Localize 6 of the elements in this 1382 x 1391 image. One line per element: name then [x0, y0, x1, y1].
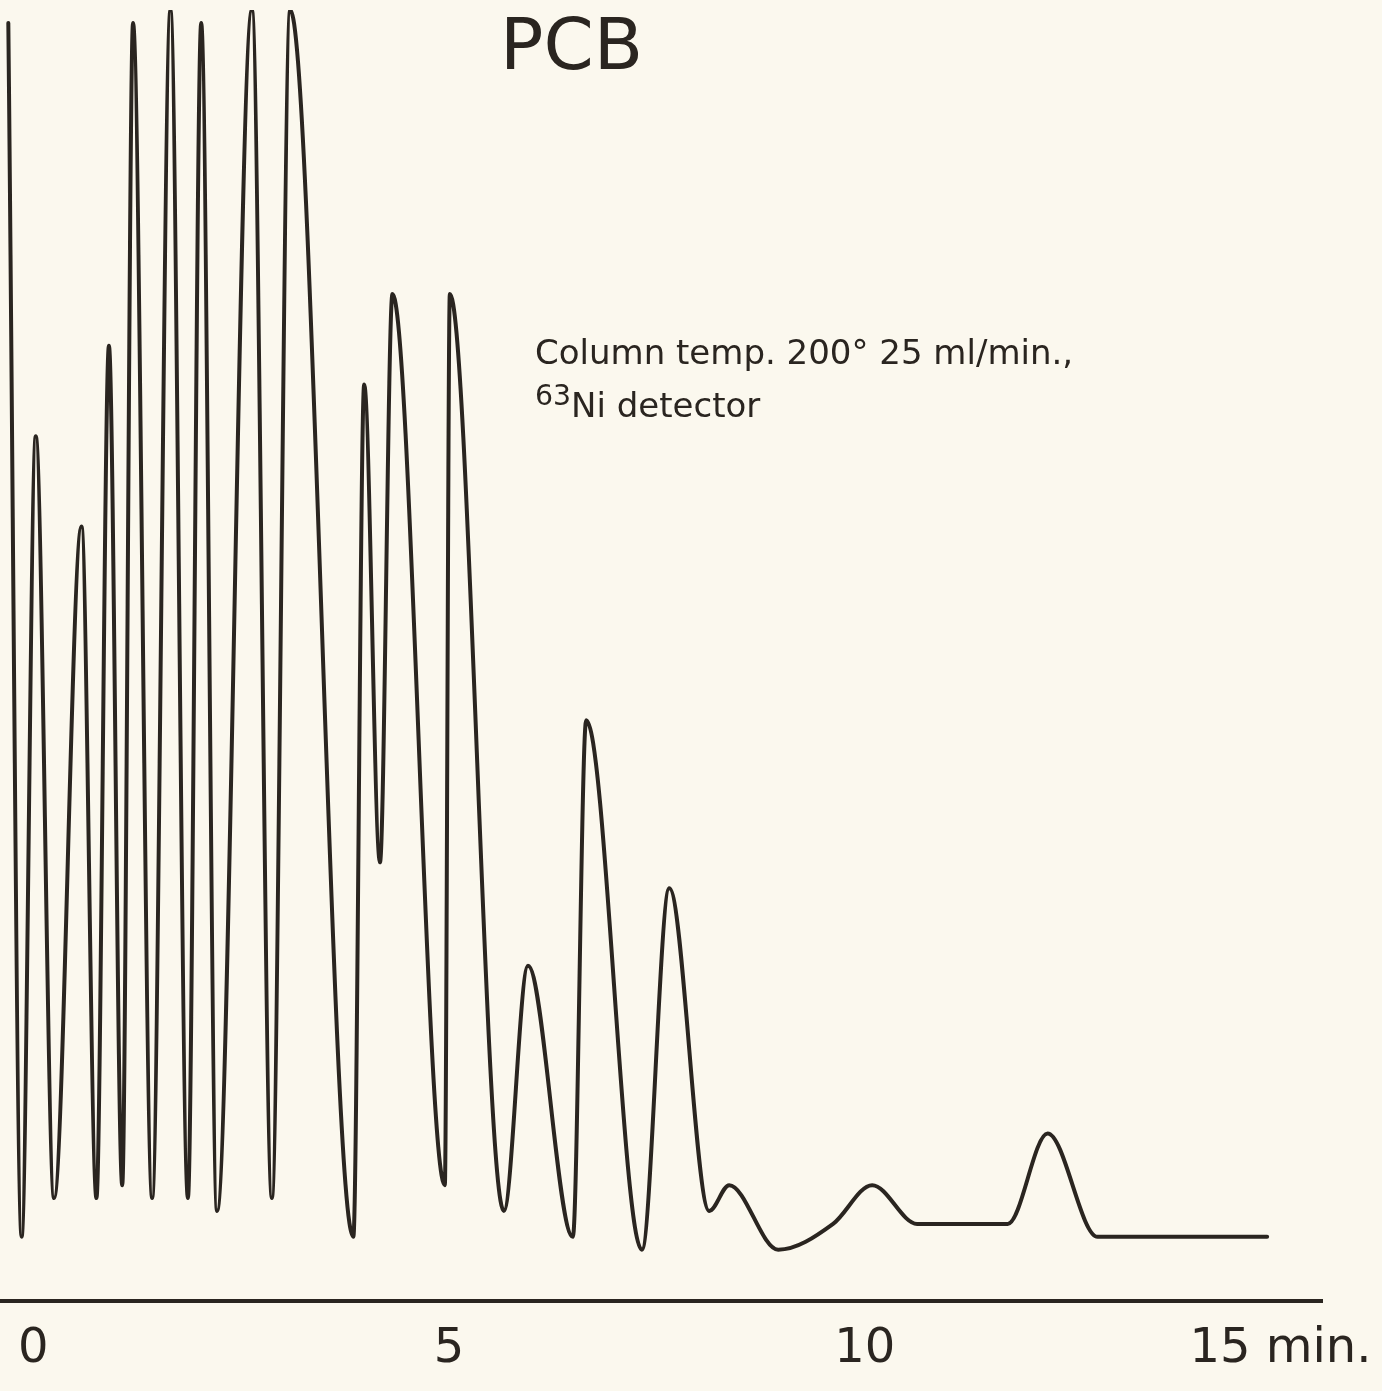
- x-tick-label: 15 min.: [1189, 1316, 1372, 1373]
- x-tick-label: 0: [17, 1316, 49, 1373]
- chart-title: PCB: [500, 2, 644, 86]
- x-tick-label: 5: [433, 1316, 465, 1373]
- x-tick-label: 10: [834, 1316, 896, 1373]
- annotation: Column temp. 200° 25 ml/min., $^{63}$Ni detector: [535, 331, 1075, 428]
